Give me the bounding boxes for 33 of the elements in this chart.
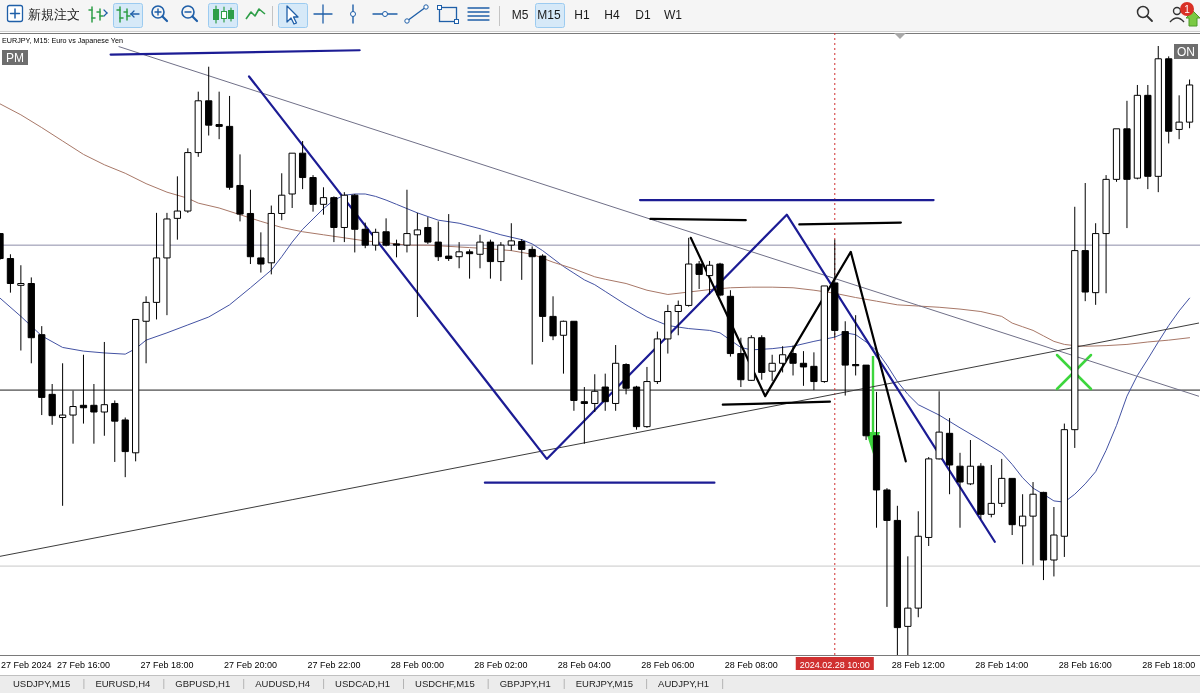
annotation: PM bbox=[6, 51, 24, 65]
x-tick-label: 28 Feb 14:00 bbox=[975, 660, 1029, 670]
text: M15 bbox=[537, 8, 561, 22]
text: D1 bbox=[635, 8, 651, 22]
x-tick-label: 27 Feb 16:00 bbox=[56, 660, 110, 670]
text: GBPJPY,H1 bbox=[499, 678, 551, 689]
text: EURJPY,M15 bbox=[575, 678, 634, 689]
text: H4 bbox=[604, 8, 620, 22]
x-tick-label: 27 Feb 18:00 bbox=[140, 660, 194, 670]
x-tick-label: 28 Feb 04:00 bbox=[557, 660, 611, 670]
text: W1 bbox=[664, 8, 683, 22]
text: M5 bbox=[511, 8, 529, 22]
text: EURUSD,H4 bbox=[95, 678, 151, 689]
text: AUDUSD,H4 bbox=[255, 678, 311, 689]
x-tick-label: 28 Feb 00:00 bbox=[390, 660, 444, 670]
x-tick-label: 28 Feb 12:00 bbox=[891, 660, 945, 670]
x-tick-label: 28 Feb 08:00 bbox=[724, 660, 778, 670]
text: 1 bbox=[1184, 3, 1191, 15]
ref-line-label: 2024.02.28 10:00 bbox=[799, 659, 870, 670]
text: USDCHF,M15 bbox=[415, 678, 475, 689]
text: USDJPY,M15 bbox=[13, 678, 71, 689]
x-tick-label: 27 Feb 22:00 bbox=[307, 660, 361, 670]
text: AUDJPY,H1 bbox=[658, 678, 710, 689]
x-tick-label: 28 Feb 18:00 bbox=[1142, 660, 1196, 670]
x-tick-label: 28 Feb 06:00 bbox=[641, 660, 695, 670]
x-tick-label: 28 Feb 16:00 bbox=[1058, 660, 1112, 670]
text: USDCAD,H1 bbox=[335, 678, 391, 689]
text: H1 bbox=[574, 8, 590, 22]
x-tick-label: 27 Feb 2024 bbox=[1, 660, 52, 670]
x-tick-label: 27 Feb 20:00 bbox=[223, 660, 277, 670]
text: 新規注文 bbox=[28, 8, 80, 22]
x-tick-label: 28 Feb 02:00 bbox=[474, 660, 528, 670]
text: GBPUSD,H1 bbox=[175, 678, 231, 689]
